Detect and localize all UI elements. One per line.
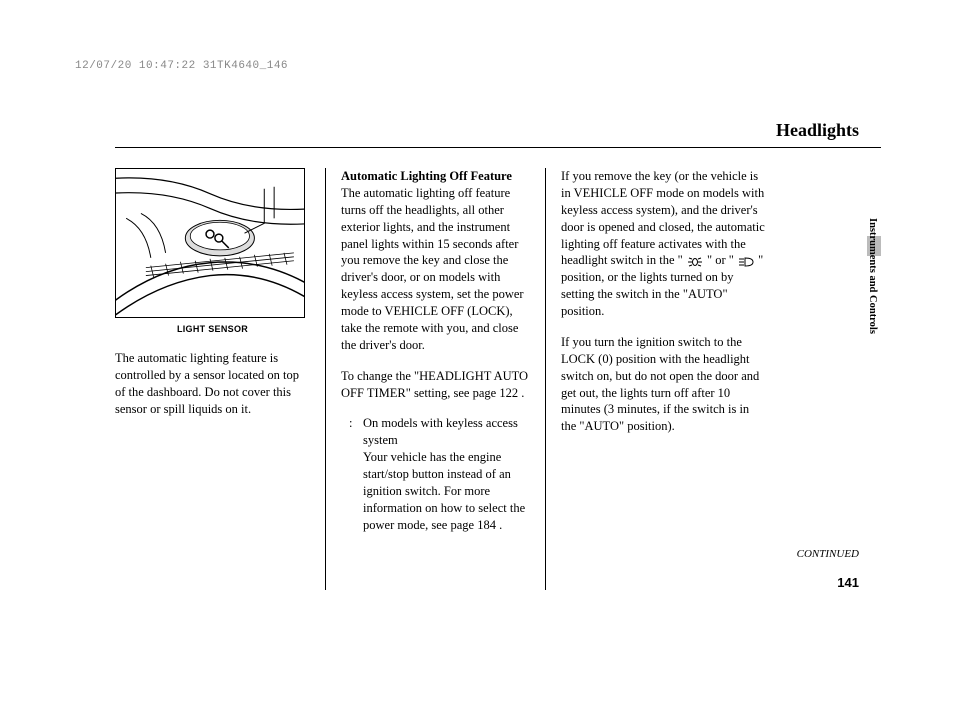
- column-3: If you remove the key (or the vehicle is…: [545, 168, 765, 590]
- parking-light-icon: [686, 257, 704, 267]
- col2-paragraph-2: To change the "HEADLIGHT AUTO OFF TIMER"…: [341, 368, 530, 402]
- figure-caption: LIGHT SENSOR: [115, 324, 310, 334]
- col1-paragraph-1: The automatic lighting feature is contro…: [115, 350, 310, 418]
- light-sensor-figure: [115, 168, 305, 318]
- col3-paragraph-2: If you turn the ignition switch to the L…: [561, 334, 765, 435]
- page-container: 12/07/20 10:47:22 31TK4640_146 Headlight…: [0, 0, 954, 710]
- col2-paragraph-1-wrap: Automatic Lighting Off Feature The autom…: [341, 168, 530, 354]
- continued-label: CONTINUED: [797, 548, 859, 560]
- col3-paragraph-1: If you remove the key (or the vehicle is…: [561, 168, 765, 320]
- note-marker: :: [349, 415, 352, 432]
- dashboard-illustration: [116, 169, 304, 317]
- column-1: LIGHT SENSOR The automatic lighting feat…: [115, 168, 325, 590]
- col2-heading: Automatic Lighting Off Feature: [341, 169, 512, 183]
- header-timestamp: 12/07/20 10:47:22 31TK4640_146: [75, 60, 288, 72]
- headlight-icon: [737, 257, 755, 267]
- page-number: 141: [837, 575, 859, 590]
- page-title: Headlights: [776, 120, 859, 141]
- section-label: Instruments and Controls: [867, 218, 878, 334]
- column-2: Automatic Lighting Off Feature The autom…: [325, 168, 545, 590]
- title-rule: [115, 147, 881, 148]
- col2-paragraph-1: The automatic lighting off feature turns…: [341, 186, 524, 352]
- col3-p1b: " or ": [704, 253, 737, 267]
- col2-note: : On models with keyless access system Y…: [341, 415, 530, 533]
- note-body: Your vehicle has the engine start/stop b…: [363, 450, 525, 532]
- note-lead: On models with keyless access system: [363, 416, 518, 447]
- content-columns: LIGHT SENSOR The automatic lighting feat…: [115, 168, 881, 590]
